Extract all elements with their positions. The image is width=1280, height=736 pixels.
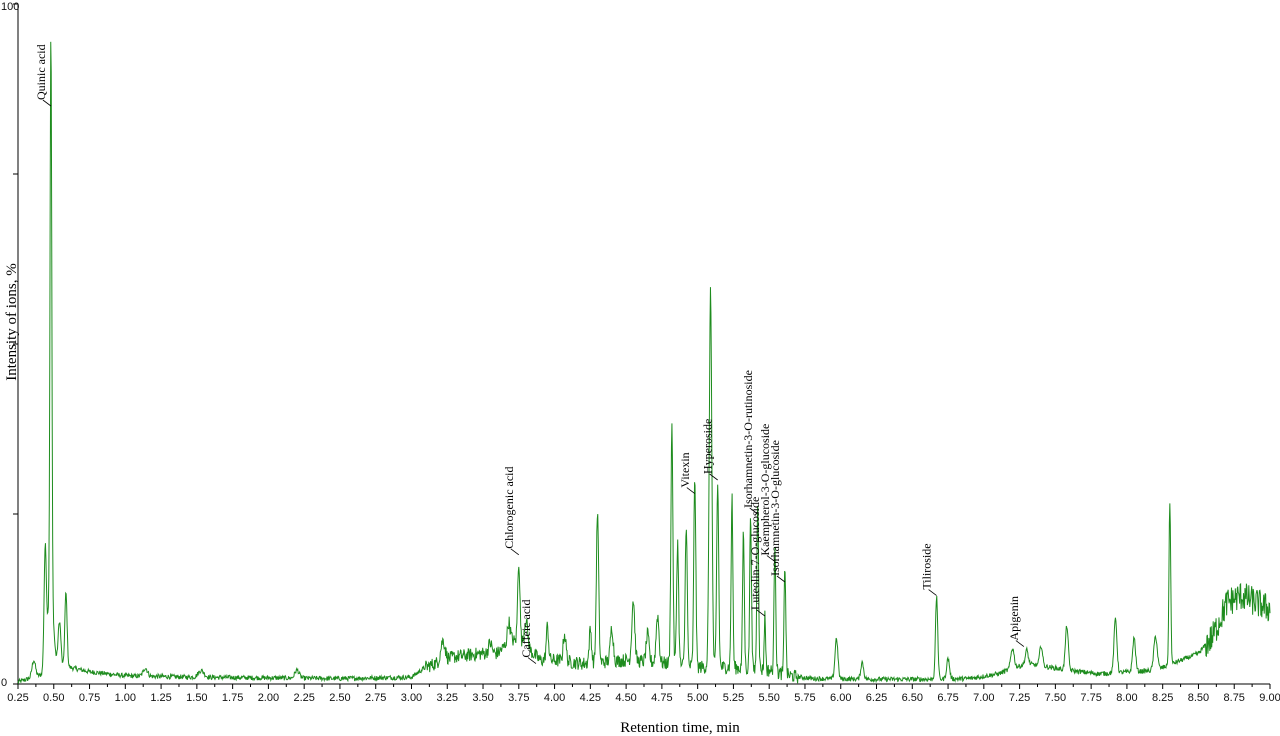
x-tick-label: 7.75	[1080, 692, 1101, 704]
annotation-leader-line	[527, 657, 537, 664]
x-tick-label: 3.25	[437, 692, 458, 704]
y-ticks: 100 0	[1, 1, 19, 689]
x-tick-label: 9.00	[1259, 692, 1280, 704]
x-tick-label: 2.00	[258, 692, 279, 704]
x-tick-label: 5.00	[687, 692, 708, 704]
x-tick-label: 8.00	[1116, 692, 1137, 704]
x-tick-label: 1.25	[150, 692, 171, 704]
x-ticks: 0.25 0.50 0.75 1.00 1.25 1.50 1.75 2.00 2.25 2.50…	[7, 684, 1280, 704]
x-tick-label: 2.25	[293, 692, 314, 704]
y-axis-title: Intensity of ions, %	[4, 263, 20, 381]
x-tick-label: 3.50	[472, 692, 493, 704]
x-tick-label: 8.25	[1152, 692, 1173, 704]
y-tick-label: 0	[1, 677, 7, 689]
x-tick-label: 0.75	[79, 692, 100, 704]
x-tick-label: 7.25	[1009, 692, 1030, 704]
peak-annotation-label: Chlorogenic acid	[502, 466, 516, 548]
x-tick-label: 6.25	[866, 692, 887, 704]
peak-annotations: Quinic acid Chlorogenic acid Caffeic acid V…	[34, 44, 1025, 664]
peak-annotation-label: Hyperoside	[701, 419, 715, 474]
peak-annotation-label: Apigenin	[1007, 596, 1021, 641]
x-tick-label: 4.75	[651, 692, 672, 704]
annotation-leader-line	[510, 548, 520, 556]
x-tick-label: 0.25	[7, 692, 28, 704]
annotation-leader-line	[749, 507, 758, 515]
annotation-leader-line	[776, 575, 786, 583]
x-tick-label: 5.75	[794, 692, 815, 704]
chromatogram-trace	[17, 41, 1271, 685]
x-tick-label: 2.50	[329, 692, 350, 704]
peak-annotation-label: Isorhamnetin-3-O-glucoside	[768, 440, 782, 576]
peak-annotation-label: Quinic acid	[34, 44, 48, 100]
x-tick-label: 4.00	[544, 692, 565, 704]
peak-annotation-label: Isorhamnetin-3-O-rutinoside	[741, 370, 755, 508]
x-tick-label: 7.50	[1045, 692, 1066, 704]
x-tick-label: 7.00	[973, 692, 994, 704]
x-tick-label: 8.50	[1188, 692, 1209, 704]
x-tick-label: 0.50	[43, 692, 64, 704]
x-tick-label: 4.25	[580, 692, 601, 704]
axes	[17, 4, 1270, 685]
x-tick-label: 3.75	[508, 692, 529, 704]
x-tick-label: 1.50	[186, 692, 207, 704]
annotation-leader-line	[928, 589, 937, 596]
x-tick-label: 6.00	[830, 692, 851, 704]
x-tick-label: 6.50	[902, 692, 923, 704]
x-tick-label: 3.00	[401, 692, 422, 704]
annotation-leader-line	[766, 555, 776, 562]
peak-annotation-label: Vitexin	[678, 452, 692, 487]
annotation-leader-line	[686, 487, 696, 494]
peak-annotation-label: Caffeic acid	[519, 600, 533, 658]
y-tick-label: 100	[1, 1, 19, 13]
x-tick-label: 4.50	[615, 692, 636, 704]
x-tick-label: 5.50	[758, 692, 779, 704]
annotation-leader-line	[1015, 640, 1025, 647]
x-tick-label: 2.75	[365, 692, 386, 704]
x-tick-label: 1.00	[115, 692, 136, 704]
peak-annotation-label: Luteolin-7-O-glucoside	[748, 497, 762, 610]
x-tick-label: 1.75	[222, 692, 243, 704]
peak-annotation-label: Kaempherol-3-O-glucoside	[758, 424, 772, 556]
annotation-leader-line	[709, 473, 718, 481]
x-axis-title: Retention time, min	[620, 720, 740, 736]
peak-annotation-label: Tiliroside	[920, 543, 934, 589]
x-tick-label: 6.75	[937, 692, 958, 704]
x-tick-label: 5.25	[723, 692, 744, 704]
x-tick-label: 8.75	[1224, 692, 1245, 704]
annotation-leader-line	[756, 609, 766, 617]
annotation-leader-line	[42, 99, 52, 107]
